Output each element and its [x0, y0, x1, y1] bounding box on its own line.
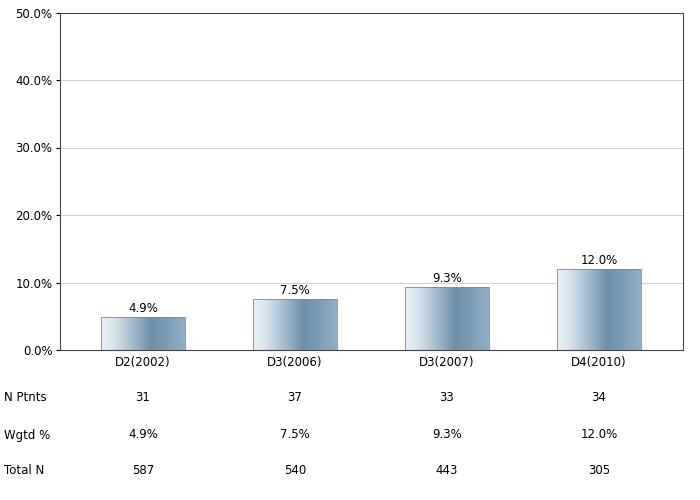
Text: 7.5%: 7.5%: [280, 284, 310, 298]
Bar: [405, 287, 489, 350]
Text: 37: 37: [288, 391, 302, 404]
Bar: [253, 300, 337, 350]
Text: 4.9%: 4.9%: [128, 428, 158, 442]
Bar: [102, 317, 185, 350]
Bar: [557, 269, 640, 350]
Text: 31: 31: [136, 391, 150, 404]
Text: 9.3%: 9.3%: [432, 428, 462, 442]
Text: 12.0%: 12.0%: [580, 254, 617, 267]
Text: Wgtd %: Wgtd %: [4, 428, 50, 442]
Text: 7.5%: 7.5%: [280, 428, 310, 442]
Text: 4.9%: 4.9%: [128, 302, 158, 315]
Text: 305: 305: [588, 464, 610, 477]
Text: 33: 33: [440, 391, 454, 404]
Text: Total N: Total N: [4, 464, 43, 477]
Text: N Ptnts: N Ptnts: [4, 391, 46, 404]
Text: 34: 34: [592, 391, 606, 404]
Text: 12.0%: 12.0%: [580, 428, 617, 442]
Text: 443: 443: [436, 464, 459, 477]
Text: 540: 540: [284, 464, 306, 477]
Text: 587: 587: [132, 464, 154, 477]
Text: 9.3%: 9.3%: [432, 272, 462, 285]
